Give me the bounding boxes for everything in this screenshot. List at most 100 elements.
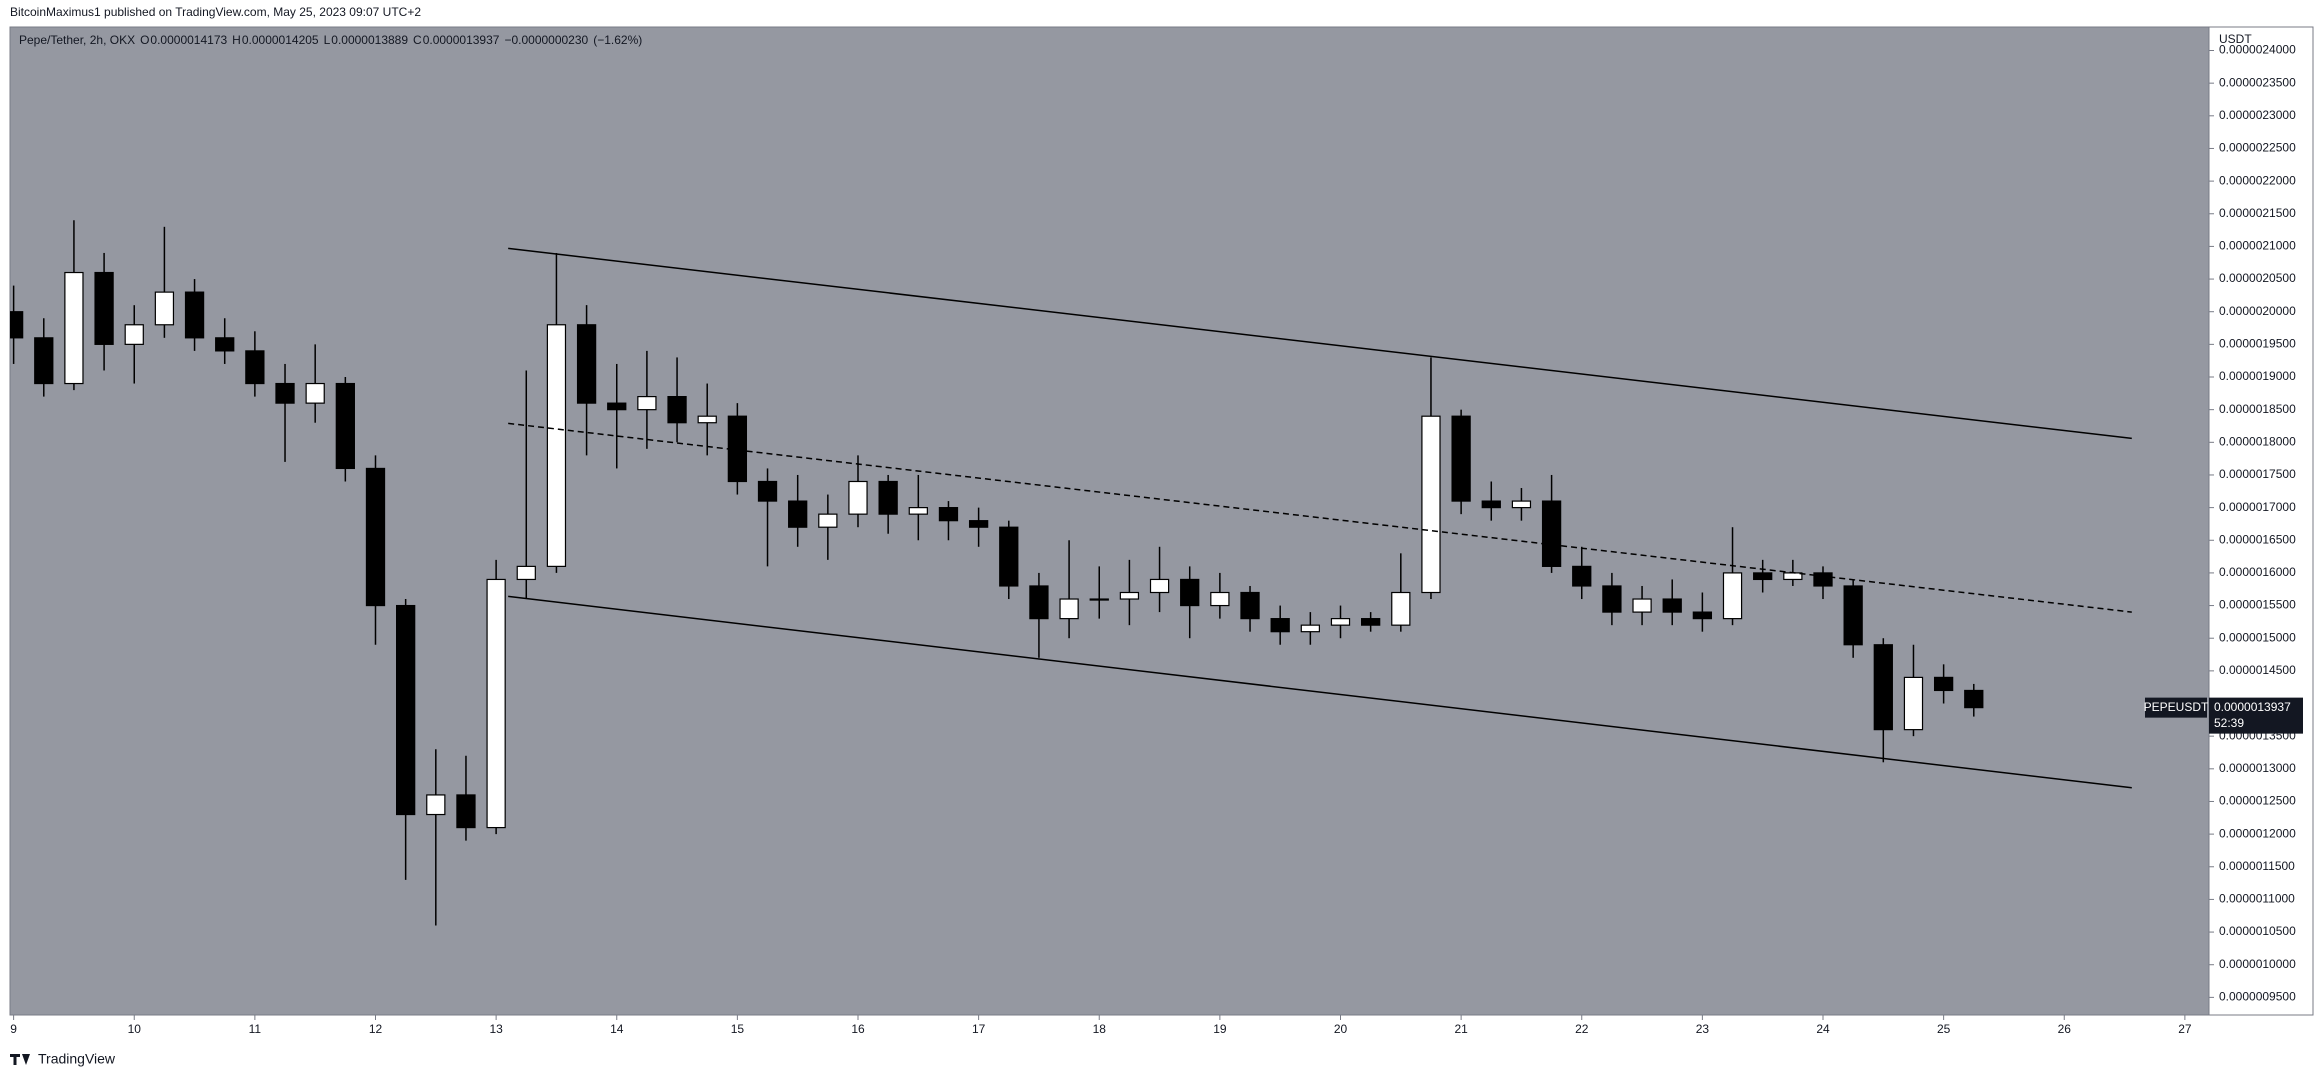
symbol-tag-bg xyxy=(2145,697,2207,718)
candle-body xyxy=(1964,689,1984,709)
candle-body xyxy=(999,526,1019,587)
y-tick-label: 0.0000011000 xyxy=(2219,892,2295,906)
candle-body xyxy=(456,794,476,829)
candle-body xyxy=(848,480,868,515)
legend-key: C xyxy=(413,33,422,47)
x-tick-label: 18 xyxy=(1093,1022,1107,1036)
candle-body xyxy=(546,324,567,567)
candle-body xyxy=(1391,591,1411,626)
y-tick-label: 0.0000015000 xyxy=(2219,630,2296,644)
x-tick-label: 19 xyxy=(1213,1022,1227,1036)
candle-body xyxy=(1240,591,1260,620)
candle-body xyxy=(1029,585,1049,620)
y-tick-label: 0.0000019500 xyxy=(2219,337,2296,351)
candle-body xyxy=(365,467,386,607)
y-tick-label: 0.0000022500 xyxy=(2219,141,2296,155)
candle-body xyxy=(396,604,416,816)
candle-body xyxy=(486,578,506,829)
candle-body xyxy=(516,565,536,581)
y-tick-label: 0.0000017000 xyxy=(2219,500,2296,514)
candle-body xyxy=(1632,598,1652,613)
candle-body xyxy=(1210,591,1230,607)
x-tick-label: 14 xyxy=(610,1022,624,1036)
candle-body xyxy=(576,324,597,404)
candle-body xyxy=(154,291,175,326)
x-tick-label: 27 xyxy=(2178,1022,2192,1036)
x-tick-label: 16 xyxy=(851,1022,865,1036)
candle-body xyxy=(908,507,928,515)
candle-body xyxy=(667,396,687,424)
x-tick-label: 11 xyxy=(249,1022,262,1036)
y-tick-label: 0.0000024000 xyxy=(2219,43,2296,57)
candle-body xyxy=(184,291,205,339)
candle-body xyxy=(818,513,838,528)
y-tick-label: 0.0000018000 xyxy=(2219,434,2296,448)
y-tick-label: 0.0000019000 xyxy=(2219,369,2296,383)
x-tick-label: 21 xyxy=(1454,1022,1468,1036)
plot-group xyxy=(10,220,2132,926)
candle-body xyxy=(1511,500,1532,509)
candle-body xyxy=(1903,676,1924,731)
candle-body xyxy=(1481,500,1501,509)
legend-change-pct: (−1.62%) xyxy=(593,33,642,47)
legend-key: H xyxy=(232,33,241,47)
y-tick-label: 0.0000016000 xyxy=(2219,565,2296,579)
candle-body xyxy=(335,382,355,470)
y-tick-label: 0.0000011500 xyxy=(2219,859,2295,873)
candle-body xyxy=(94,271,114,345)
legend-value: 0.0000014173 xyxy=(150,33,227,47)
trend-line xyxy=(508,595,2132,789)
candle-body xyxy=(1692,611,1713,620)
candle-body xyxy=(245,350,265,385)
y-tick-label: 0.0000017500 xyxy=(2219,467,2296,481)
candle-body xyxy=(878,480,898,515)
candle-body xyxy=(1873,644,1893,731)
candle-body xyxy=(275,382,295,404)
legend-change: −0.0000000230 xyxy=(504,33,588,47)
candle-body xyxy=(788,500,808,528)
legend: Pepe/Tether, 2h, OKX O0.0000014173 H0.0000… xyxy=(19,33,642,47)
x-tick-label: 15 xyxy=(731,1022,745,1036)
legend-value: 0.0000013937 xyxy=(423,33,500,47)
price-tag-bg xyxy=(2209,697,2303,734)
y-unit: USDT xyxy=(2219,32,2252,46)
logo xyxy=(10,1054,30,1065)
candle-body xyxy=(1722,572,1743,620)
header: BitcoinMaximus1 published on TradingView… xyxy=(10,5,421,19)
candle-body xyxy=(215,337,235,352)
y-tick-label: 0.0000013000 xyxy=(2219,761,2296,775)
legend-key: O xyxy=(140,33,149,47)
y-tick-label: 0.0000012000 xyxy=(2219,826,2296,840)
candle-body xyxy=(1059,598,1079,620)
price-tag: 0.0000013937 xyxy=(2214,700,2291,714)
candle-body xyxy=(1330,618,1351,626)
candle-body xyxy=(1089,598,1109,601)
y-tick-label: 0.0000010500 xyxy=(2219,924,2296,938)
y-tick-label: 0.0000009500 xyxy=(2219,990,2296,1004)
symbol-tag: PEPEUSDT xyxy=(2144,700,2209,714)
candle-body xyxy=(607,402,627,411)
x-tick-label: 23 xyxy=(1696,1022,1710,1036)
candle-body xyxy=(305,382,325,404)
x-tick-label: 9 xyxy=(10,1022,17,1036)
x-tick-label: 25 xyxy=(1937,1022,1951,1036)
footer: TradingView xyxy=(38,1051,116,1067)
x-tick-label: 12 xyxy=(369,1022,383,1036)
x-tick-label: 22 xyxy=(1575,1022,1589,1036)
x-tick-label: 10 xyxy=(128,1022,142,1036)
countdown: 52:39 xyxy=(2214,716,2244,730)
candle-body xyxy=(1361,618,1381,626)
legend-value: 0.0000014205 xyxy=(242,33,319,47)
x-tick-label: 26 xyxy=(2058,1022,2072,1036)
candle-body xyxy=(1572,565,1592,587)
y-tick-label: 0.0000021500 xyxy=(2219,206,2296,220)
candle-body xyxy=(1662,598,1682,613)
y-tick-label: 0.0000023500 xyxy=(2219,75,2296,89)
candle-body xyxy=(1270,618,1290,633)
y-tick-label: 0.0000012500 xyxy=(2219,794,2296,808)
legend-value: 0.0000013889 xyxy=(331,33,408,47)
candle-body xyxy=(10,311,24,339)
y-tick-label: 0.0000018500 xyxy=(2219,402,2296,416)
